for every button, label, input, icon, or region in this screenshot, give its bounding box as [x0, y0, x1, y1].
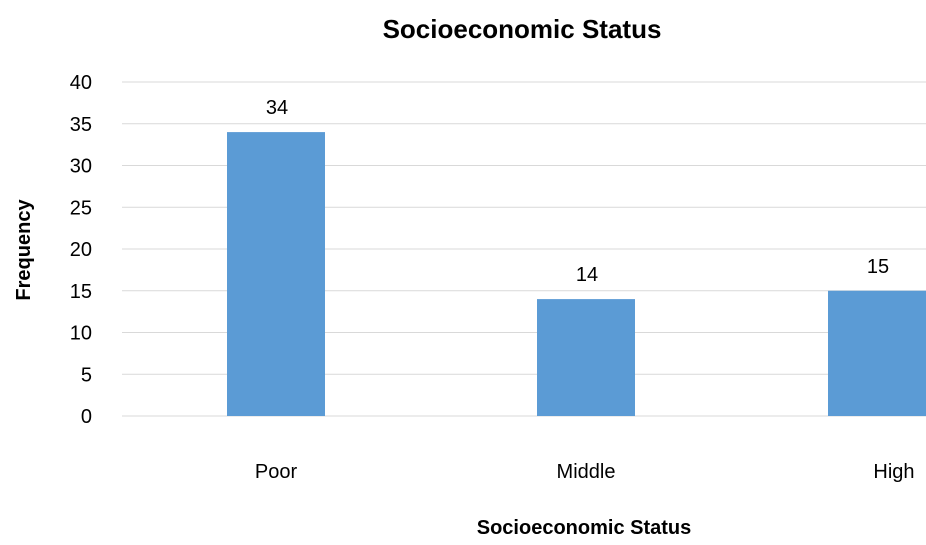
- y-axis-ticks: 0 5 10 15 20 25 30 35 40: [70, 72, 92, 428]
- data-label-poor: 34: [266, 97, 288, 119]
- chart-title: Socioeconomic Status: [383, 14, 662, 44]
- y-tick-label: 20: [70, 239, 92, 261]
- data-label-high: 15: [867, 256, 889, 278]
- x-category-label-middle: Middle: [557, 461, 616, 483]
- y-tick-label: 0: [81, 406, 92, 428]
- y-tick-label: 30: [70, 156, 92, 178]
- data-labels: 34 14 15: [266, 97, 889, 286]
- x-category-label-high: High: [873, 461, 914, 483]
- data-label-middle: 14: [576, 264, 598, 286]
- bars: [227, 132, 926, 416]
- bar-middle: [537, 299, 635, 416]
- y-tick-label: 10: [70, 323, 92, 345]
- y-tick-label: 35: [70, 114, 92, 136]
- y-tick-label: 40: [70, 72, 92, 94]
- y-tick-label: 5: [81, 364, 92, 386]
- y-tick-label: 15: [70, 281, 92, 303]
- bar-poor: [227, 132, 325, 416]
- y-axis-title: Frequency: [13, 199, 35, 301]
- x-axis-categories: Poor Middle High: [255, 461, 915, 483]
- x-category-label-poor: Poor: [255, 461, 298, 483]
- bar-high: [828, 290, 926, 416]
- x-axis-title: Socioeconomic Status: [477, 517, 692, 539]
- y-tick-label: 25: [70, 197, 92, 219]
